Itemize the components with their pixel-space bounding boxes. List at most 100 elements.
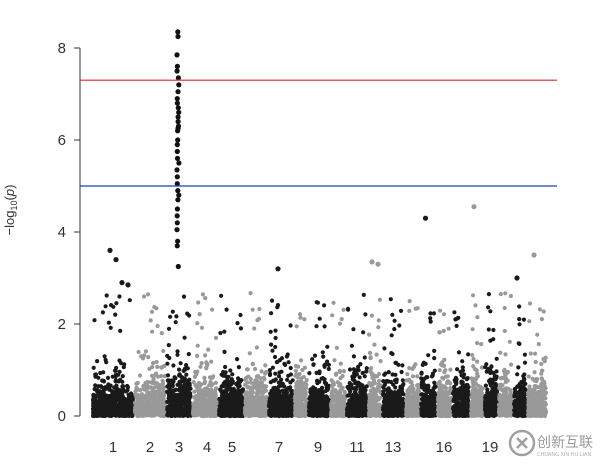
snp-point <box>219 384 224 389</box>
peak-point <box>175 128 181 134</box>
snp-point <box>238 413 243 419</box>
snp-point <box>159 365 164 370</box>
snp-point <box>257 306 262 312</box>
snp-point <box>358 390 363 395</box>
snp-point <box>124 389 129 394</box>
snp-point <box>227 413 233 419</box>
snp-point <box>152 385 157 390</box>
snp-point <box>361 407 366 412</box>
peak-point <box>174 167 180 173</box>
snp-point <box>286 373 291 378</box>
snp-point <box>100 310 105 315</box>
snp-point <box>230 372 235 377</box>
snp-point <box>100 400 105 405</box>
snp-point <box>279 356 285 361</box>
snp-point <box>161 399 167 404</box>
snp-point <box>370 405 375 410</box>
snp-point <box>249 408 254 413</box>
snp-point <box>167 355 172 361</box>
snp-point <box>172 401 177 406</box>
snp-point <box>268 329 273 334</box>
snp-point <box>206 347 211 352</box>
snp-point <box>308 394 313 399</box>
peak-point <box>175 89 181 95</box>
snp-point <box>393 372 398 377</box>
snp-point <box>179 390 184 395</box>
snp-point <box>91 412 96 417</box>
snp-point <box>223 409 228 414</box>
snp-point <box>223 370 228 375</box>
chrom-10-points <box>329 300 347 419</box>
snp-point <box>104 393 109 399</box>
snp-point <box>110 399 115 404</box>
snp-point <box>277 370 282 375</box>
snp-point <box>181 413 186 418</box>
snp-point <box>300 402 305 407</box>
snp-point <box>236 365 241 370</box>
snp-point <box>338 391 343 396</box>
snp-point <box>301 374 306 380</box>
snp-point <box>364 369 369 374</box>
snp-point <box>199 361 204 366</box>
snp-point <box>322 303 327 308</box>
snp-point <box>326 366 331 372</box>
snp-point <box>330 313 335 318</box>
chrom-4-points <box>191 292 220 419</box>
snp-point <box>193 410 199 415</box>
peak-point <box>174 243 180 249</box>
snp-point <box>314 393 319 398</box>
snp-point <box>315 378 320 383</box>
snp-point <box>222 349 227 354</box>
snp-point <box>311 362 316 367</box>
snp-point <box>244 367 250 372</box>
chrom-3-points <box>165 29 193 419</box>
snp-point <box>120 374 125 379</box>
snp-point <box>340 373 345 379</box>
snp-point <box>161 348 166 354</box>
snp-point <box>177 367 182 372</box>
snp-point <box>279 396 285 401</box>
snp-point <box>349 382 354 387</box>
snp-point <box>177 372 182 377</box>
snp-point <box>269 298 275 303</box>
snp-point <box>276 374 282 379</box>
snp-point <box>259 402 264 407</box>
snp-point <box>199 325 205 330</box>
snp-point <box>184 396 189 401</box>
peak-point <box>174 213 180 219</box>
snp-point <box>105 402 110 408</box>
snp-point <box>113 372 118 377</box>
snp-point <box>293 413 298 418</box>
snp-point <box>313 389 318 394</box>
snp-point <box>279 383 284 388</box>
snp-point <box>400 378 405 383</box>
snp-point <box>170 309 175 314</box>
snp-point <box>103 386 108 392</box>
snp-point <box>154 306 159 311</box>
snp-point <box>269 342 274 347</box>
snp-point <box>285 377 290 382</box>
snp-point <box>363 398 368 403</box>
snp-point <box>153 371 159 376</box>
snp-point <box>263 363 268 368</box>
snp-point <box>114 301 119 306</box>
snp-point <box>269 393 274 398</box>
y-tick-label: 0 <box>58 408 66 425</box>
snp-point <box>309 410 314 415</box>
snp-point <box>214 386 219 391</box>
snp-point <box>257 413 262 418</box>
snp-point <box>205 362 210 367</box>
peak-point <box>176 82 182 88</box>
snp-point <box>296 364 301 369</box>
snp-point <box>234 401 239 407</box>
snp-point <box>140 393 145 398</box>
snp-point <box>186 411 191 416</box>
snp-point <box>274 360 279 365</box>
snp-point <box>295 409 300 414</box>
chrom-5-points <box>217 293 246 419</box>
snp-point <box>142 387 147 392</box>
snp-point <box>231 413 236 418</box>
snp-point <box>337 369 343 374</box>
snp-point <box>254 408 259 413</box>
snp-point <box>103 304 108 309</box>
